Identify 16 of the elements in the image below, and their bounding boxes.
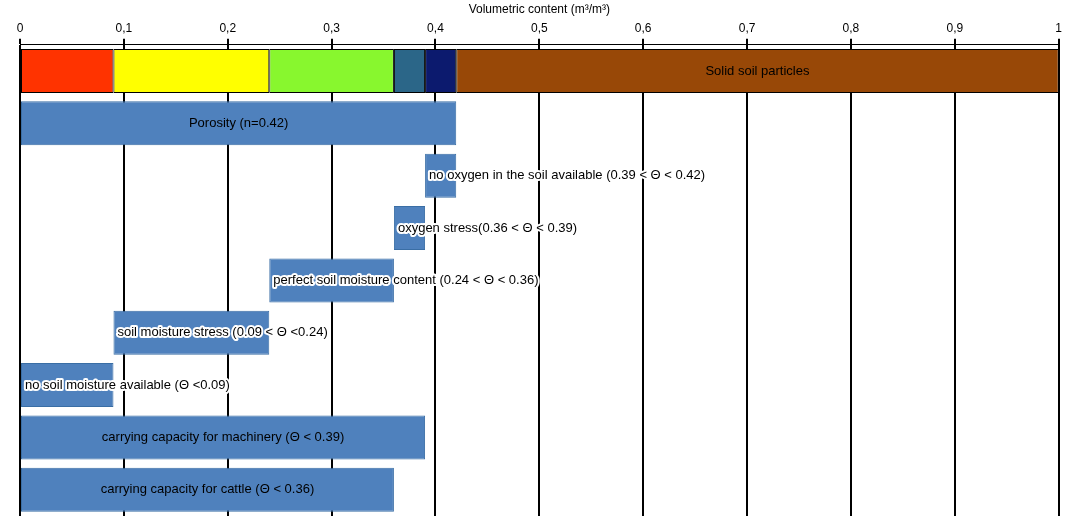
x-tick-label: 0,8 — [842, 20, 860, 35]
data-label: carrying capacity for machinery (Θ < 0.39) — [101, 429, 345, 445]
x-tick-label: 0 — [16, 20, 24, 35]
x-tick-label: 0,6 — [634, 20, 652, 35]
x-tick-label: 0,1 — [115, 20, 133, 35]
x-tick-label: 1 — [1055, 20, 1063, 35]
x-tick-label: 0,2 — [219, 20, 237, 35]
x-tick-label: 0,5 — [530, 20, 548, 35]
data-label: carrying capacity for cattle (Θ < 0.36) — [100, 481, 315, 497]
x-tick-label: 0,4 — [427, 20, 445, 35]
x-axis-title: Volumetric content (m³/m³) — [468, 1, 611, 16]
x-tick-label: 0,9 — [946, 20, 964, 35]
data-label: Porosity (n=0.42) — [188, 114, 289, 130]
data-label: Solid soil particles — [705, 62, 810, 78]
x-tick-label: 0,7 — [738, 20, 756, 35]
x-tick-label: 0,3 — [323, 20, 341, 35]
